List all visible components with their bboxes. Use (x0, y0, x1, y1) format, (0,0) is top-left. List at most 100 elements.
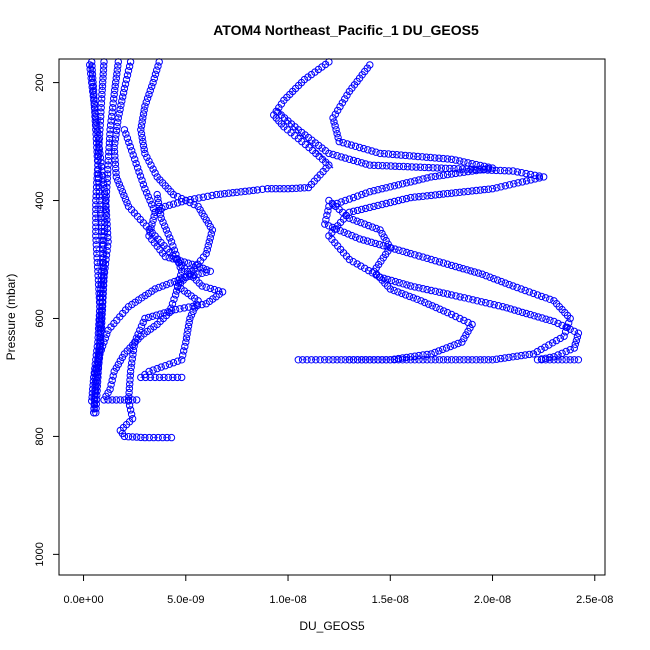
data-point (521, 286, 529, 295)
data-point (349, 193, 358, 202)
data-point (321, 220, 329, 228)
data-point (220, 190, 229, 198)
data-point (206, 267, 215, 275)
data-point (194, 270, 202, 278)
data-point (472, 186, 480, 195)
data-point (565, 319, 573, 327)
data-point (443, 356, 452, 364)
data-point (427, 286, 435, 295)
data-point (546, 356, 554, 364)
data-point (329, 114, 337, 122)
data-point (345, 214, 354, 222)
data-point (93, 362, 101, 370)
data-point (482, 272, 490, 280)
data-point (195, 263, 204, 271)
data-point (91, 109, 100, 118)
data-point (403, 248, 411, 257)
data-point (527, 176, 535, 184)
data-point (108, 108, 116, 116)
data-point (456, 356, 464, 364)
data-point (304, 183, 313, 192)
data-point (103, 330, 111, 338)
data-point (522, 177, 531, 185)
data-point (357, 218, 365, 227)
data-point (101, 210, 110, 218)
data-point (142, 98, 151, 106)
data-point (120, 191, 128, 200)
data-point (190, 271, 198, 279)
data-point (368, 147, 376, 155)
data-point (390, 182, 399, 190)
data-point (506, 305, 515, 313)
data-point (173, 283, 182, 291)
data-point (411, 177, 419, 185)
data-point (139, 180, 148, 189)
data-point (123, 134, 132, 142)
data-point (402, 179, 411, 187)
data-point (332, 126, 340, 134)
data-point (443, 290, 452, 298)
data-point (419, 356, 427, 364)
data-point (505, 353, 513, 362)
data-point (452, 156, 460, 164)
data-point (101, 214, 109, 222)
data-point (124, 433, 133, 441)
data-point (488, 185, 497, 193)
data-point (145, 90, 153, 99)
data-point (90, 96, 98, 105)
data-point (124, 67, 133, 75)
data-point (190, 200, 198, 209)
data-point (237, 188, 245, 196)
data-point (133, 164, 142, 172)
data-point (86, 65, 94, 74)
data-point (147, 161, 155, 169)
data-point (492, 355, 501, 363)
data-point (514, 307, 523, 315)
data-point (374, 161, 382, 170)
data-point (566, 346, 574, 354)
data-point (97, 346, 106, 354)
data-point (462, 331, 470, 339)
data-point (347, 141, 356, 149)
data-point (120, 396, 129, 404)
data-point (93, 387, 101, 395)
data-point (467, 267, 475, 275)
data-point (447, 189, 456, 197)
data-point (353, 157, 362, 166)
data-point (464, 327, 472, 336)
data-point (349, 207, 358, 216)
data-point (493, 276, 502, 284)
data-point (542, 356, 550, 364)
data-point (229, 189, 237, 197)
data-point (364, 266, 373, 275)
data-point (141, 185, 149, 193)
data-point (170, 295, 178, 303)
data-point (91, 369, 99, 378)
data-point (168, 300, 177, 308)
data-point (94, 358, 102, 366)
data-point (452, 312, 460, 321)
data-point (146, 228, 154, 236)
data-point (294, 356, 302, 364)
x-axis: 0.0e+00 5.0e-09 1.0e-08 1.5e-08 2.0e-08 2.5e-… (64, 575, 613, 606)
data-point (333, 356, 341, 364)
data-point (423, 350, 431, 359)
series-connector (154, 61, 330, 213)
data-point (176, 275, 184, 283)
data-point (357, 262, 365, 270)
data-point (153, 364, 161, 373)
data-point (427, 350, 435, 358)
data-point (94, 136, 103, 144)
data-point (407, 193, 415, 202)
data-point (391, 162, 399, 170)
data-point (493, 184, 501, 192)
data-point (160, 309, 168, 317)
data-point (137, 433, 145, 442)
data-point (509, 167, 517, 175)
data-point (101, 205, 110, 214)
data-point (205, 238, 214, 246)
data-point (447, 170, 456, 178)
data-point (465, 295, 473, 303)
data-point (117, 101, 125, 110)
data-point (437, 164, 446, 172)
